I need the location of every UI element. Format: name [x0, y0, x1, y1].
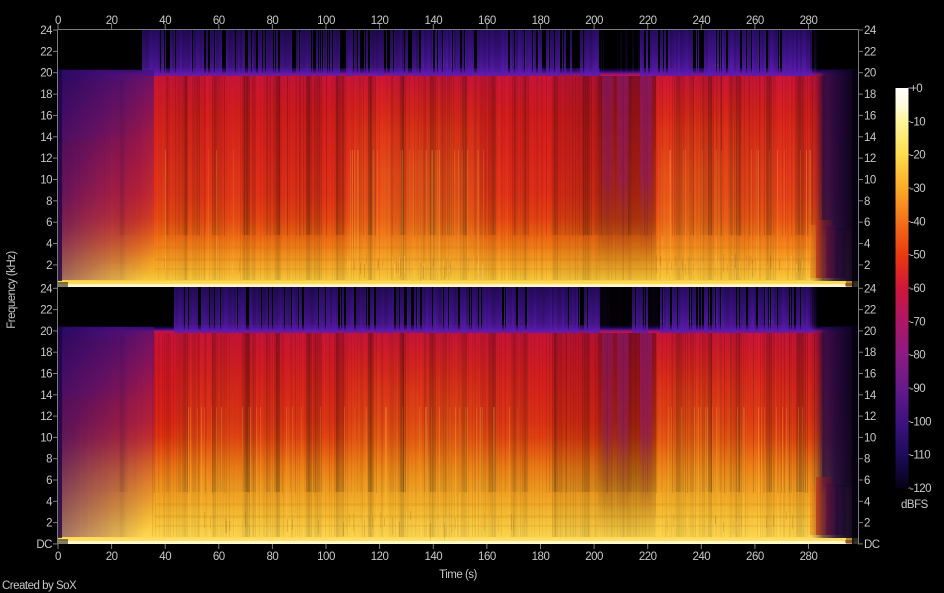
- svg-text:14: 14: [864, 132, 877, 144]
- svg-text:24: 24: [40, 283, 53, 295]
- svg-text:120: 120: [371, 551, 389, 563]
- svg-text:8: 8: [864, 196, 870, 208]
- svg-text:220: 220: [639, 15, 657, 27]
- svg-text:4: 4: [864, 496, 871, 508]
- svg-text:24: 24: [864, 25, 877, 37]
- svg-text:260: 260: [746, 15, 764, 27]
- svg-text:16: 16: [864, 369, 876, 381]
- svg-text:22: 22: [864, 305, 876, 317]
- svg-text:10: 10: [40, 175, 52, 187]
- svg-text:-90: -90: [910, 383, 925, 395]
- svg-text:60: 60: [213, 15, 225, 27]
- svg-text:20: 20: [864, 326, 876, 338]
- svg-text:240: 240: [692, 551, 710, 563]
- svg-text:6: 6: [864, 475, 870, 487]
- svg-text:6: 6: [864, 217, 870, 229]
- svg-text:40: 40: [159, 15, 171, 27]
- svg-text:12: 12: [864, 153, 876, 165]
- svg-text:220: 220: [639, 551, 657, 563]
- svg-text:DC: DC: [36, 539, 52, 551]
- svg-text:0: 0: [55, 15, 61, 27]
- svg-text:20: 20: [106, 551, 118, 563]
- svg-text:200: 200: [585, 15, 603, 27]
- svg-text:-120: -120: [910, 483, 931, 495]
- svg-text:-80: -80: [910, 350, 925, 362]
- svg-text:140: 140: [424, 551, 442, 563]
- svg-text:2: 2: [864, 260, 870, 272]
- svg-text:200: 200: [585, 551, 603, 563]
- svg-text:-60: -60: [910, 283, 925, 295]
- svg-text:14: 14: [40, 132, 53, 144]
- svg-text:18: 18: [40, 347, 52, 359]
- svg-text:-20: -20: [910, 150, 925, 162]
- svg-text:-70: -70: [910, 316, 925, 328]
- svg-text:22: 22: [40, 305, 52, 317]
- svg-text:40: 40: [159, 551, 171, 563]
- svg-text:120: 120: [371, 15, 389, 27]
- svg-text:-30: -30: [910, 183, 925, 195]
- svg-text:140: 140: [424, 15, 442, 27]
- svg-text:80: 80: [267, 15, 279, 27]
- svg-text:18: 18: [864, 347, 876, 359]
- svg-text:dBFS: dBFS: [901, 499, 929, 511]
- svg-text:6: 6: [46, 475, 52, 487]
- svg-text:160: 160: [478, 551, 496, 563]
- svg-text:DC: DC: [864, 539, 880, 551]
- svg-text:80: 80: [267, 551, 279, 563]
- svg-text:160: 160: [478, 15, 496, 27]
- svg-text:8: 8: [46, 454, 52, 466]
- svg-text:16: 16: [40, 369, 52, 381]
- svg-text:180: 180: [532, 551, 550, 563]
- svg-text:8: 8: [864, 454, 870, 466]
- svg-text:-50: -50: [910, 250, 925, 262]
- svg-text:2: 2: [46, 518, 52, 530]
- svg-text:4: 4: [864, 239, 871, 251]
- svg-text:240: 240: [692, 15, 710, 27]
- svg-text:260: 260: [746, 551, 764, 563]
- svg-text:24: 24: [864, 283, 877, 295]
- svg-text:280: 280: [800, 15, 818, 27]
- svg-text:2: 2: [864, 518, 870, 530]
- svg-text:22: 22: [40, 46, 52, 58]
- svg-text:-110: -110: [910, 450, 930, 462]
- svg-text:280: 280: [800, 551, 818, 563]
- svg-text:12: 12: [40, 153, 52, 165]
- svg-text:-40: -40: [910, 216, 925, 228]
- svg-text:20: 20: [864, 68, 876, 80]
- svg-text:10: 10: [864, 175, 876, 187]
- svg-text:14: 14: [864, 390, 877, 402]
- svg-text:4: 4: [46, 496, 53, 508]
- svg-text:10: 10: [864, 432, 876, 444]
- svg-text:12: 12: [40, 411, 52, 423]
- svg-text:20: 20: [106, 15, 118, 27]
- svg-text:16: 16: [40, 110, 52, 122]
- svg-text:-100: -100: [910, 416, 931, 428]
- svg-text:100: 100: [317, 15, 335, 27]
- svg-text:2: 2: [46, 260, 52, 272]
- svg-text:8: 8: [46, 196, 52, 208]
- svg-text:20: 20: [40, 68, 52, 80]
- svg-text:4: 4: [46, 239, 53, 251]
- svg-text:Time (s): Time (s): [439, 569, 477, 581]
- svg-text:18: 18: [864, 89, 876, 101]
- svg-text:0: 0: [55, 551, 61, 563]
- svg-text:+0: +0: [910, 83, 922, 95]
- svg-text:-10: -10: [910, 116, 925, 128]
- svg-text:6: 6: [46, 217, 52, 229]
- svg-text:18: 18: [40, 89, 52, 101]
- svg-text:Created by SoX: Created by SoX: [2, 580, 77, 592]
- svg-text:22: 22: [864, 46, 876, 58]
- svg-text:20: 20: [40, 326, 52, 338]
- svg-text:12: 12: [864, 411, 876, 423]
- svg-text:Frequency (kHz): Frequency (kHz): [6, 251, 18, 329]
- svg-text:100: 100: [317, 551, 335, 563]
- svg-text:24: 24: [40, 25, 53, 37]
- svg-text:10: 10: [40, 432, 52, 444]
- svg-text:180: 180: [532, 15, 550, 27]
- svg-text:14: 14: [40, 390, 53, 402]
- svg-text:60: 60: [213, 551, 225, 563]
- svg-text:16: 16: [864, 110, 876, 122]
